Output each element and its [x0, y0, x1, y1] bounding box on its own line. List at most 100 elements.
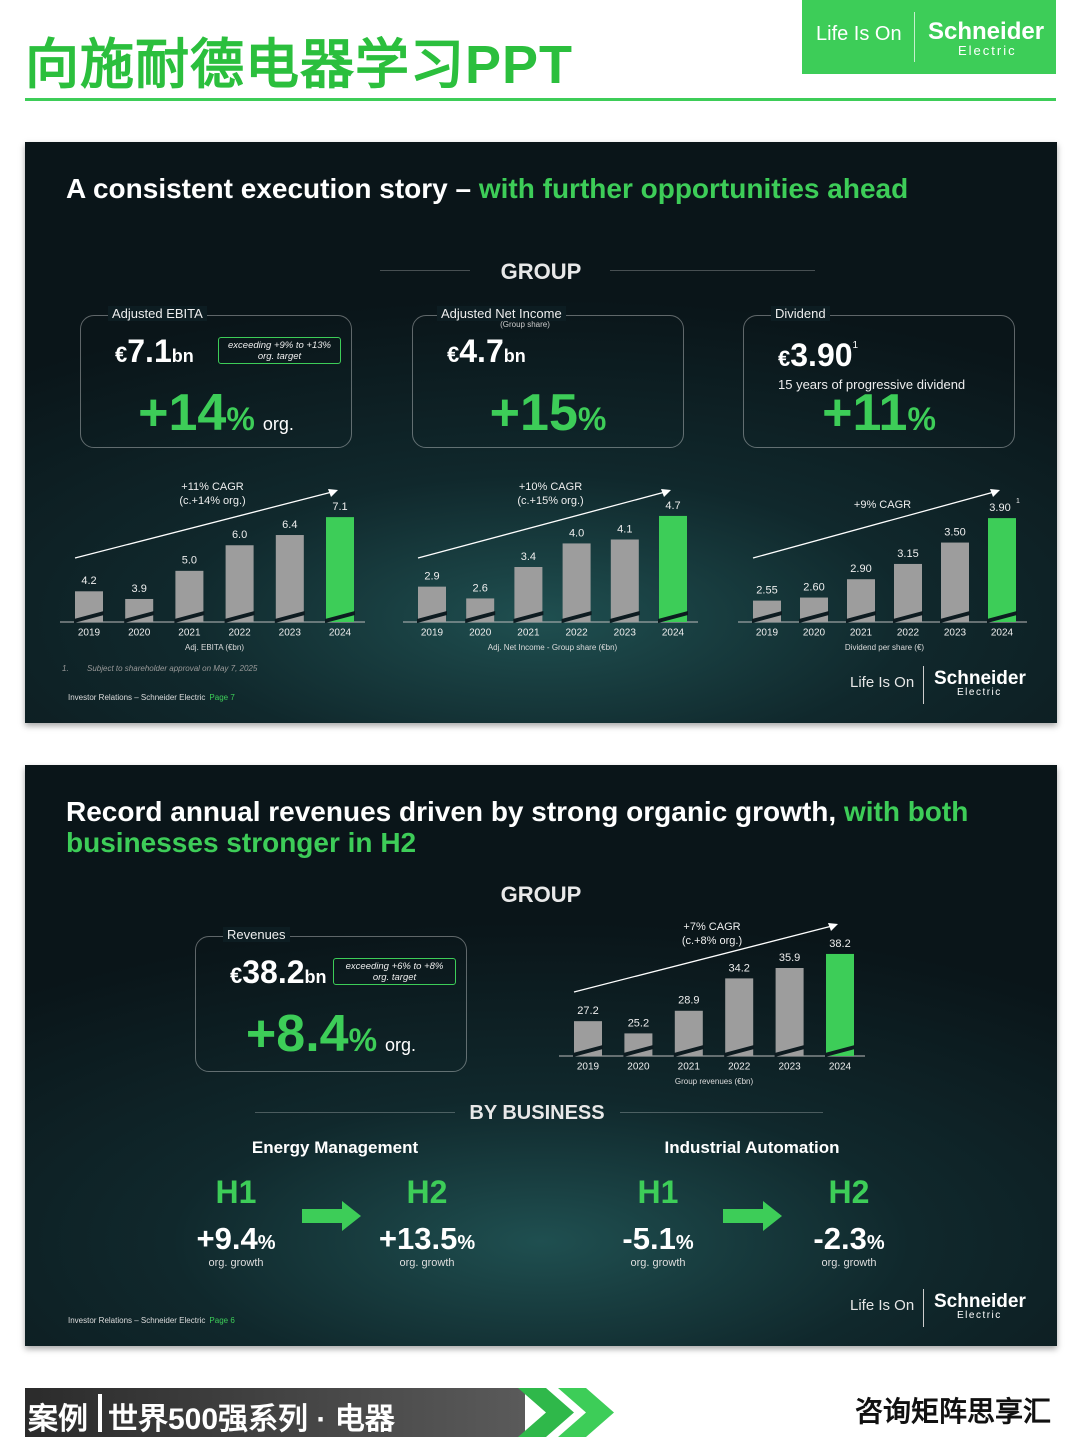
value-label: 3.4: [521, 551, 536, 563]
value-label: 28.9: [678, 995, 699, 1007]
kpi-note-line: org. target: [257, 351, 302, 362]
kpi-currency: €: [447, 342, 460, 367]
logo-brand: Schneider: [934, 1291, 1026, 1312]
period-note: org. growth: [208, 1257, 264, 1269]
value-label: 2.55: [756, 585, 777, 597]
cagr-label: +9% CAGR: [854, 499, 911, 511]
logo-divider: [923, 666, 924, 704]
logo-divider: [914, 12, 915, 62]
cagr-label: +7% CAGR: [683, 921, 740, 933]
value-label: 5.0: [182, 555, 197, 567]
growth-unit: %: [907, 401, 936, 437]
bar-chart: +10% CAGR (c.+15% org.) 2.9 2019 2.6 2020 3.4 2…: [403, 481, 698, 652]
arrow-line: [74, 491, 333, 559]
x-tick-label: 2020: [128, 628, 151, 639]
period-note: org. growth: [630, 1257, 686, 1269]
footer-page: Page 7: [209, 693, 235, 702]
kpi-number: 4.7: [459, 333, 504, 369]
slide-footer: Investor Relations – Schneider Electric P…: [68, 693, 235, 702]
bar-break: [752, 611, 782, 623]
segment-name: Energy Management: [251, 1138, 419, 1157]
period-growth: +9.4%: [197, 1221, 276, 1257]
value-label: 38.2: [829, 938, 850, 950]
chevron: [558, 1388, 614, 1437]
value-label: 2.90: [850, 563, 871, 575]
kpi-note-line: org. target: [372, 972, 417, 983]
x-tick-label: 2023: [944, 628, 967, 639]
title-text: A consistent execution story –: [66, 173, 479, 204]
arrow-head: [990, 489, 1000, 497]
bar-break: [274, 611, 305, 623]
value-label: 2.9: [424, 571, 439, 583]
kpi-unit: bn: [171, 346, 194, 366]
title-highlight: with further opportunities ahead: [478, 173, 909, 204]
page-title: 向施耐德电器学习PPT: [25, 35, 574, 95]
section-rule: [255, 1112, 455, 1113]
growth-number: +15: [489, 384, 578, 442]
kpi-label: Adjusted Net Income: [437, 306, 566, 321]
footnote-number: 1.: [62, 664, 69, 673]
title-highlight: with both businesses stronger in H2: [66, 796, 969, 858]
kpi-value: €7.1bn: [115, 333, 194, 370]
logo-box: Life Is On Schneider Electric: [802, 0, 1056, 74]
bar: [725, 978, 754, 1056]
chevron: [518, 1388, 574, 1437]
period-label: H2: [828, 1174, 870, 1210]
footnote-text: Subject to shareholder approval on May 7…: [87, 664, 258, 673]
section-rule: [380, 270, 470, 271]
bar-break: [465, 611, 496, 623]
x-tick-label: 2023: [778, 1062, 801, 1073]
chart-caption: Group revenues (€bn): [675, 1077, 754, 1086]
bar-break: [893, 611, 923, 623]
footer-text: Investor Relations – Schneider Electric: [68, 1316, 206, 1325]
section-label: GROUP: [500, 259, 582, 284]
arrow-shape: [723, 1201, 782, 1231]
cagr-sublabel: (c.+14% org.): [179, 495, 245, 507]
value-label: 7.1: [332, 501, 347, 513]
segment-name: Industrial Automation: [664, 1138, 840, 1157]
growth-suffix: org.: [262, 414, 294, 434]
period-note: org. growth: [821, 1257, 877, 1269]
period-growth: -5.1%: [622, 1221, 693, 1257]
arrow-head: [661, 489, 671, 497]
section-label: BY BUSINESS: [469, 1102, 605, 1124]
x-tick-label: 2021: [178, 628, 201, 639]
bar: [826, 953, 854, 1056]
value-label: 25.2: [628, 1017, 649, 1029]
bar: [225, 545, 254, 622]
kpi-growth: +8.4% org.: [246, 1004, 416, 1064]
arrow-line: [573, 925, 833, 993]
logo-tagline: Life Is On: [850, 674, 915, 691]
growth-unit: %: [226, 401, 255, 437]
bar: [775, 968, 804, 1056]
arrow-line: [752, 491, 995, 559]
bar-chart: +7% CAGR (c.+8% org.) 27.2 2019 25.2 2020 28.9…: [559, 921, 865, 1086]
value-label: 34.2: [728, 962, 749, 974]
value-label: 4.0: [569, 527, 584, 539]
value-label: 4.1: [617, 523, 632, 535]
arrow: [723, 1201, 782, 1231]
banner: 案例 世界500强系列 · 电器: [25, 1388, 525, 1437]
bar-break: [987, 611, 1017, 623]
slide-title: A consistent execution story – with furt…: [66, 173, 1026, 204]
arrow: [302, 1201, 361, 1231]
bar: [988, 518, 1016, 622]
x-tick-label: 2022: [565, 628, 588, 639]
x-tick-label: 2020: [803, 628, 826, 639]
kpi-currency: €: [230, 963, 243, 988]
kpi-currency: €: [778, 346, 791, 371]
chevrons: [518, 1388, 614, 1437]
kpi-growth: +14% org.: [138, 383, 294, 443]
growth-unit: %: [675, 1232, 694, 1254]
kpi-label: Adjusted EBITA: [108, 306, 207, 321]
kpi-value: €3.901: [778, 337, 858, 374]
growth-number: +14: [138, 384, 227, 442]
value-label: 35.9: [779, 952, 800, 964]
value-label: 2.60: [803, 581, 824, 593]
growth-suffix: org.: [385, 1035, 417, 1055]
bar-chart: +9% CAGR 2.55 2019 2.60 2020 2.90 2021 3.15 2022…: [738, 489, 1027, 652]
x-tick-label: 2020: [627, 1062, 650, 1073]
growth-number: +11: [822, 384, 908, 442]
kpi-unit: bn: [503, 346, 526, 366]
